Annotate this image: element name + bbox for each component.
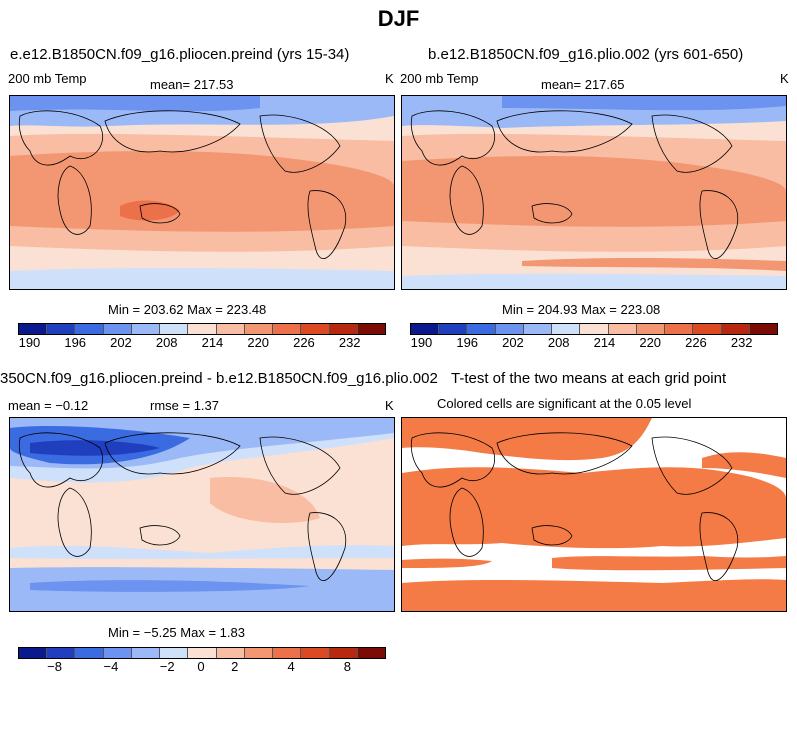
colorbar-tick-label: 232: [338, 335, 361, 350]
colorbar-tick-label: 2: [231, 659, 239, 674]
colorbar-tick-label: 214: [593, 335, 616, 350]
colorbar-tick-label: −8: [47, 659, 63, 674]
colorbar-tick-label: 208: [155, 335, 178, 350]
minmax-bottom-left: Min = −5.25 Max = 1.83: [108, 625, 245, 640]
units-label-top-left: K: [385, 71, 394, 86]
panel-title-bottom-right: T-test of the two means at each grid poi…: [451, 370, 727, 387]
colorbar-top-left: [18, 323, 386, 335]
colorbar-top-right: [410, 323, 778, 335]
colorbar-tick-label: 220: [639, 335, 662, 350]
colorbar-tick-label: 220: [247, 335, 270, 350]
units-label-bottom-left: K: [385, 398, 394, 413]
map-panel-bottom-right: [401, 417, 787, 612]
colorbar-tick-label: 190: [18, 335, 41, 350]
variable-label-top-right: 200 mb Temp: [400, 71, 479, 86]
panel-subtitle-bottom-right: Colored cells are significant at the 0.0…: [437, 396, 692, 411]
panel-title-top-left: e.e12.B1850CN.f09_g16.pliocen.preind (yr…: [10, 46, 350, 63]
minmax-top-right: Min = 204.93 Max = 223.08: [502, 302, 661, 317]
mean-label-top-right: mean= 217.65: [541, 77, 625, 92]
rmse-label-bottom-left: rmse = 1.37: [150, 398, 220, 413]
colorbar-tick-label: 202: [502, 335, 524, 350]
colorbar-tick-label: 226: [685, 335, 707, 350]
colorbar-tick-label: 232: [730, 335, 753, 350]
colorbar-tick-label: 8: [343, 659, 352, 674]
colorbar-tick-label: 0: [197, 659, 205, 674]
map-panel-bottom-left: [9, 417, 395, 612]
units-label-top-right: K: [780, 71, 789, 86]
colorbar-tick-label: 208: [547, 335, 570, 350]
mean-label-top-left: mean= 217.53: [150, 77, 234, 92]
panel-title-top-right: b.e12.B1850CN.f09_g16.plio.002 (yrs 601-…: [428, 46, 744, 63]
map-panel-top-left: [9, 95, 395, 290]
colorbar-bottom-left: [18, 647, 386, 659]
colorbar-tick-label: 226: [293, 335, 315, 350]
colorbar-tick-label: 202: [110, 335, 132, 350]
map-panel-top-right: [401, 95, 787, 290]
colorbar-tick-label: 214: [201, 335, 224, 350]
colorbar-tick-label: −2: [159, 659, 175, 674]
colorbar-tick-label: −4: [103, 659, 119, 674]
minmax-top-left: Min = 203.62 Max = 223.48: [108, 302, 267, 317]
colorbar-tick-label: 4: [287, 659, 295, 674]
colorbar-tick-label: 196: [64, 335, 87, 350]
panel-title-bottom-left: 350CN.f09_g16.pliocen.preind - b.e12.B18…: [0, 370, 438, 387]
variable-label-top-left: 200 mb Temp: [8, 71, 87, 86]
colorbar-tick-label: 190: [410, 335, 433, 350]
figure-title: DJF: [377, 6, 420, 31]
mean-label-bottom-left: mean = −0.12: [8, 398, 89, 413]
colorbar-tick-label: 196: [456, 335, 479, 350]
